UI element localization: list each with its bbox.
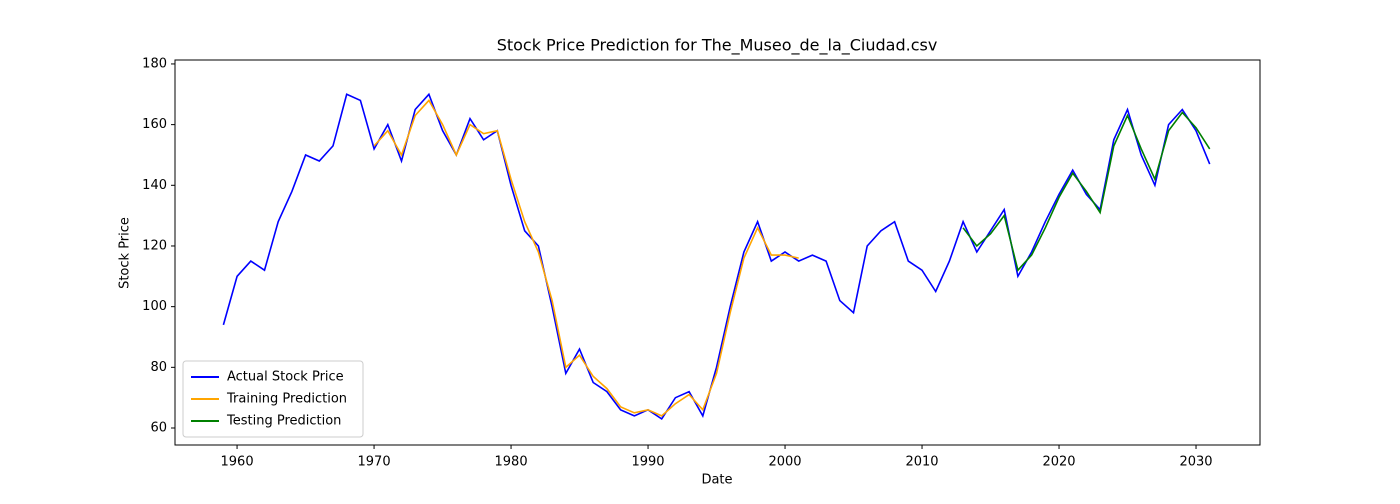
legend-box xyxy=(182,360,364,438)
series-line xyxy=(962,111,1211,272)
x-tick-label: 2000 xyxy=(768,455,801,470)
y-tick-label: 60 xyxy=(150,421,167,436)
x-tick-label: 2020 xyxy=(1042,455,1075,470)
y-tick-label: 80 xyxy=(150,360,167,375)
y-tick-label: 160 xyxy=(142,117,167,132)
legend-label: Testing Prediction xyxy=(226,414,341,429)
legend-label: Actual Stock Price xyxy=(227,370,344,385)
y-tick-label: 120 xyxy=(142,238,167,253)
y-tick-label: 100 xyxy=(142,299,167,314)
x-tick-label: 1960 xyxy=(221,455,254,470)
x-axis-label: Date xyxy=(701,473,732,488)
y-axis-label: Stock Price xyxy=(118,217,133,289)
plot-frame xyxy=(174,59,1261,446)
y-tick-label: 140 xyxy=(142,178,167,193)
x-tick-label: 1980 xyxy=(495,455,528,470)
x-tick-label: 2030 xyxy=(1179,455,1212,470)
legend-label: Training Prediction xyxy=(226,392,347,407)
series-line xyxy=(373,99,799,417)
x-tick-label: 1990 xyxy=(631,455,664,470)
series-line xyxy=(222,92,1211,421)
chart-title: Stock Price Prediction for The_Museo_de_… xyxy=(497,36,938,56)
y-tick-label: 180 xyxy=(142,56,167,71)
x-tick-label: 2010 xyxy=(905,455,938,470)
x-tick-label: 1970 xyxy=(358,455,391,470)
